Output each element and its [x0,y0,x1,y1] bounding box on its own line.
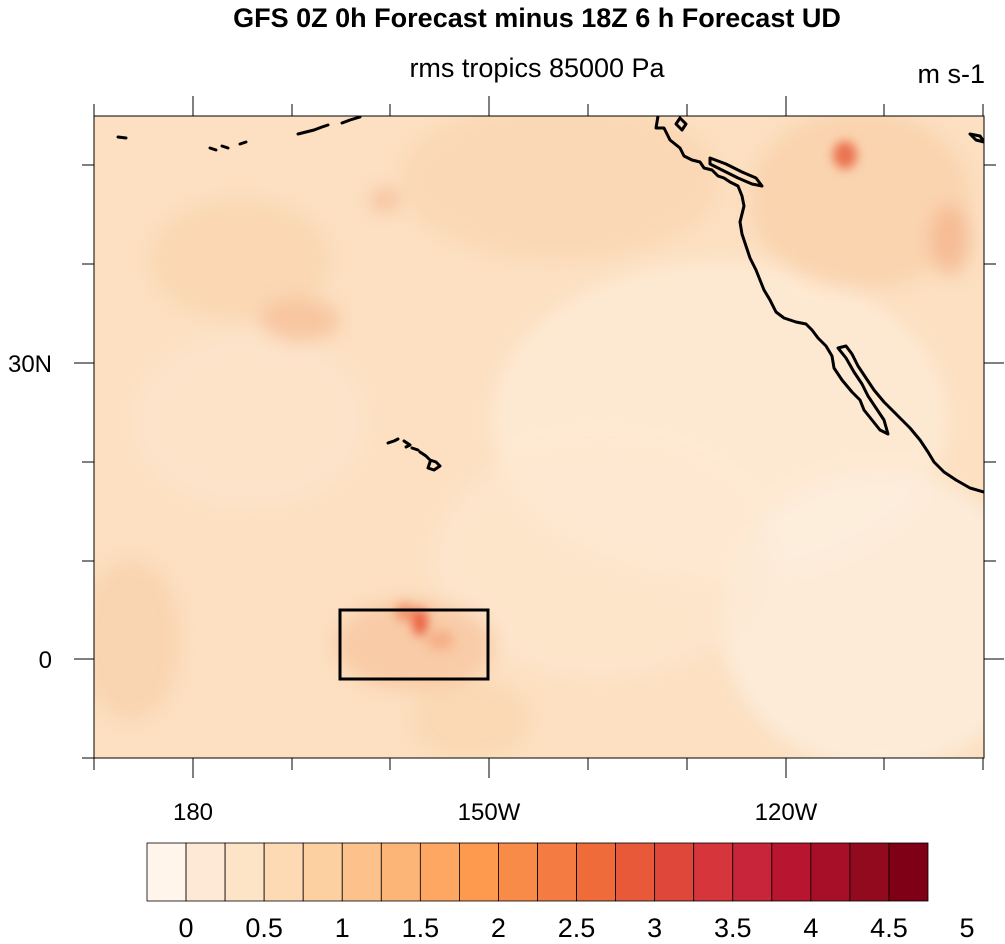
colorbar-box-11 [576,842,616,902]
colorbar-box-13 [654,842,695,902]
colorbar-label-8: 4 [803,913,818,943]
map-field [94,116,984,758]
units-label: m s-1 [918,59,986,89]
region-highlight-box [338,608,490,681]
colorbar-box-15 [732,842,773,902]
colorbar-box-12 [615,842,656,902]
field-variations [94,116,984,758]
colorbar-box-0 [146,842,187,902]
colorbar-box-18 [849,842,890,902]
colorbar-box-1 [185,842,226,902]
colorbar-box-6 [380,842,421,902]
sf-bay-coastline [708,156,764,188]
lat-label-0: 0 [39,647,52,674]
colorbar-label-1: 0.5 [245,913,283,943]
colorbar-box-2 [224,842,265,902]
lon-label-120w: 120W [755,799,818,826]
colorbar [146,842,929,902]
colorbar-label-0: 0 [179,913,194,943]
colorbar-label-2: 1 [335,913,350,943]
colorbar-label-7: 3.5 [714,913,752,943]
hawaii-coastline [386,437,442,472]
colorbar-box-7 [419,842,460,902]
colorbar-box-8 [458,842,499,902]
map-frame [93,115,985,759]
figure-subtitle: rms tropics 85000 Pa [409,53,665,83]
coastlines [116,116,984,494]
lon-ticks [93,96,984,778]
colorbar-label-6: 3 [647,913,662,943]
colorbar-label-4: 2 [491,913,506,943]
colorbar-label-9: 4.5 [870,913,908,943]
colorbar-box-4 [302,842,343,902]
colorbar-label-5: 2.5 [558,913,596,943]
colorbar-box-17 [810,842,851,902]
colorbar-box-3 [263,842,304,902]
colorbar-labels: 0 0.5 1 1.5 2 2.5 3 3.5 4 4.5 5 [179,913,975,943]
canada-island-coastline [968,132,984,144]
colorbar-box-19 [888,842,929,902]
colorbar-label-10: 5 [960,913,975,943]
lon-label-150w: 150W [458,799,521,826]
lon-label-180: 180 [173,799,213,826]
colorbar-box-14 [693,842,734,902]
figure-title: GFS 0Z 0h Forecast minus 18Z 6 h Forecas… [233,3,841,33]
colorbar-box-16 [771,842,812,902]
colorbar-box-10 [537,842,577,902]
colorbar-box-5 [341,842,382,902]
north-america-coastline [654,116,984,494]
lat-label-30n: 30N [8,351,52,378]
colorbar-label-3: 1.5 [402,913,440,943]
field-maxima [395,141,857,650]
lat-ticks [74,164,1004,759]
puget-sound-coastline [674,116,688,132]
colorbar-box-9 [498,842,538,902]
aleutian-islands-coastline [116,116,362,152]
